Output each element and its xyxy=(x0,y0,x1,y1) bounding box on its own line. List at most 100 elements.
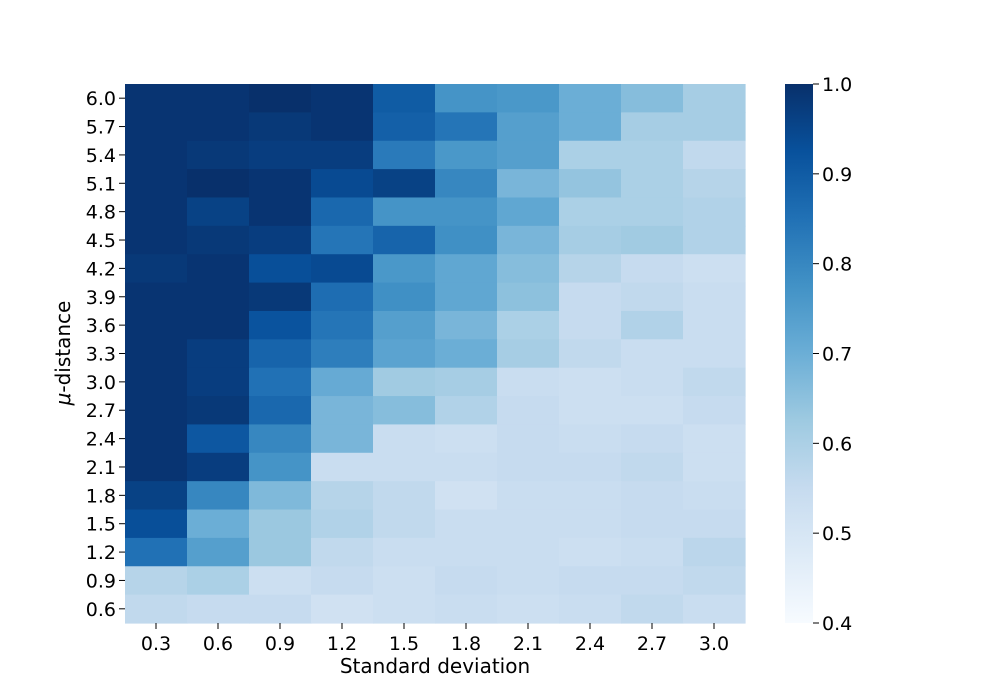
heatmap-cell xyxy=(373,169,436,199)
heatmap-cell xyxy=(683,396,746,426)
heatmap-cell xyxy=(187,537,250,567)
heatmap-cell xyxy=(125,339,188,369)
heatmap-cell xyxy=(559,339,622,369)
heatmap-cell xyxy=(497,84,560,113)
heatmap-cell xyxy=(559,566,622,596)
y-tick-label: 1.8 xyxy=(86,485,116,507)
x-axis-ticks: 0.3 0.6 0.9 1.2 1.5 1.8 2.1 2.4 2.7 3.0 xyxy=(141,623,729,655)
colorbar-tick-label: 0.7 xyxy=(822,344,852,366)
heatmap-cell xyxy=(187,254,250,284)
heatmap-cell xyxy=(373,424,436,454)
heatmap-cell xyxy=(621,509,684,539)
colorbar-tick-label: 0.6 xyxy=(822,433,852,455)
y-axis-label: μ-distance xyxy=(51,301,75,407)
heatmap-cell xyxy=(187,84,250,113)
heatmap-cell xyxy=(559,481,622,511)
heatmap-cell xyxy=(435,424,498,454)
heatmap-cell xyxy=(559,594,622,624)
heatmap-cell xyxy=(249,84,312,113)
heatmap-cell xyxy=(621,112,684,142)
heatmap-cell xyxy=(621,225,684,255)
y-tick-label: 2.7 xyxy=(86,400,116,422)
x-tick-label: 3.0 xyxy=(699,633,729,655)
heatmap-cell xyxy=(373,452,436,482)
heatmap-cell xyxy=(125,84,188,113)
heatmap-cell xyxy=(311,367,374,397)
colorbar-tick-label: 0.8 xyxy=(822,254,852,276)
heatmap-cell xyxy=(435,481,498,511)
heatmap-cell xyxy=(249,197,312,227)
heatmap-cell xyxy=(683,112,746,142)
heatmap-cell xyxy=(249,310,312,340)
heatmap-cell xyxy=(311,197,374,227)
heatmap-cell xyxy=(187,424,250,454)
heatmap-cell xyxy=(249,282,312,312)
y-tick-label: 0.6 xyxy=(86,599,116,621)
heatmap-cell xyxy=(187,396,250,426)
heatmap-cell xyxy=(125,254,188,284)
heatmap-cell xyxy=(311,169,374,199)
heatmap-cell xyxy=(683,225,746,255)
heatmap-cell xyxy=(497,509,560,539)
heatmap-cell xyxy=(311,310,374,340)
x-tick-label: 0.6 xyxy=(203,633,233,655)
heatmap-cell xyxy=(497,537,560,567)
y-tick-label: 3.9 xyxy=(86,287,116,309)
heatmap-cell xyxy=(125,225,188,255)
heatmap-cell xyxy=(311,282,374,312)
heatmap-cell xyxy=(187,594,250,624)
x-tick-label: 1.8 xyxy=(451,633,481,655)
heatmap-cell xyxy=(373,254,436,284)
heatmap-cell xyxy=(435,339,498,369)
heatmap-cell xyxy=(249,509,312,539)
heatmap-cell xyxy=(559,140,622,170)
heatmap-cell xyxy=(683,367,746,397)
heatmap-cell xyxy=(683,481,746,511)
heatmap-cell xyxy=(497,140,560,170)
heatmap-cell xyxy=(559,84,622,113)
heatmap-cell xyxy=(621,566,684,596)
heatmap-cell xyxy=(435,566,498,596)
heatmap-cell xyxy=(373,566,436,596)
heatmap-cell xyxy=(187,310,250,340)
heatmap-cell xyxy=(125,594,188,624)
heatmap-cell xyxy=(249,169,312,199)
heatmap-cell xyxy=(311,566,374,596)
heatmap-cell xyxy=(373,509,436,539)
heatmap-cell xyxy=(125,282,188,312)
heatmap-cell xyxy=(683,310,746,340)
heatmap-cell xyxy=(621,254,684,284)
x-axis-label: Standard deviation xyxy=(340,654,530,678)
heatmap-cell xyxy=(559,112,622,142)
heatmap-cell xyxy=(683,594,746,624)
heatmap-cell xyxy=(311,112,374,142)
heatmap-cell xyxy=(435,282,498,312)
heatmap-cell xyxy=(559,282,622,312)
heatmap-cell xyxy=(621,452,684,482)
colorbar xyxy=(785,84,813,623)
heatmap-cell xyxy=(125,367,188,397)
heatmap-cell xyxy=(621,339,684,369)
heatmap-cell xyxy=(311,84,374,113)
y-tick-label: 0.9 xyxy=(86,570,116,592)
y-axis-label-text: -distance xyxy=(51,301,75,393)
heatmap-cell xyxy=(249,566,312,596)
heatmap-cell xyxy=(311,225,374,255)
heatmap-cell xyxy=(311,396,374,426)
heatmap-cell xyxy=(373,537,436,567)
x-tick-label: 0.9 xyxy=(265,633,295,655)
heatmap-cell xyxy=(683,282,746,312)
colorbar-ticks: 0.4 0.5 0.6 0.7 0.8 0.9 1.0 xyxy=(813,74,852,635)
y-tick-label: 4.5 xyxy=(86,230,116,252)
heatmap-cell xyxy=(373,396,436,426)
colorbar-tick-label: 0.9 xyxy=(822,164,852,186)
heatmap-cell xyxy=(497,424,560,454)
heatmap-cell xyxy=(621,169,684,199)
heatmap-cell xyxy=(311,339,374,369)
heatmap-cell xyxy=(435,112,498,142)
colorbar-tick-label: 0.5 xyxy=(822,523,852,545)
heatmap-cell xyxy=(683,566,746,596)
heatmap-cell xyxy=(559,424,622,454)
heatmap-cell xyxy=(683,197,746,227)
